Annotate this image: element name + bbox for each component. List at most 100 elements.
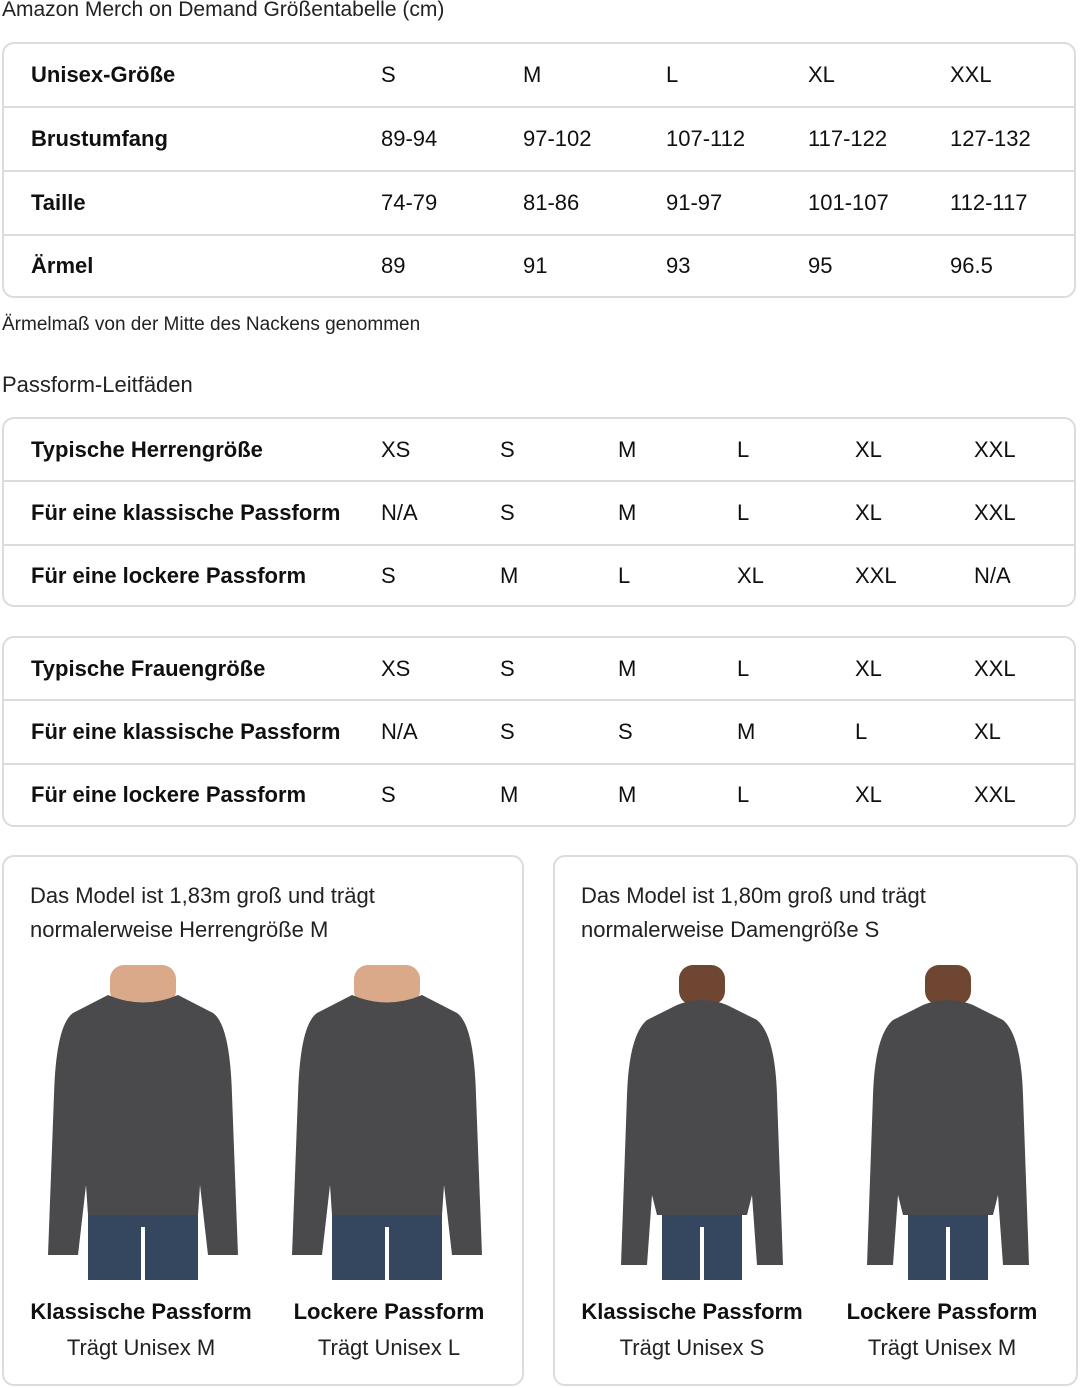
table-cell: M <box>618 782 637 807</box>
sweatshirt-model-image <box>867 965 1029 1280</box>
women-fit-table: Typische Frauengröße XS S M L XL XXL Für eine k… <box>2 636 1076 827</box>
table-cell: S <box>618 719 633 744</box>
table-cell: 91-97 <box>666 190 723 215</box>
table-cell: XL <box>855 655 882 681</box>
row-label: Für eine lockere Passform <box>31 562 307 588</box>
table-cell: XL <box>974 719 1001 744</box>
table-cell: XL <box>855 436 882 462</box>
table-cell: S <box>500 655 515 681</box>
table-cell: XXL <box>974 436 1016 462</box>
sweatshirt-model-image <box>48 965 238 1280</box>
table-cell: S <box>381 62 396 87</box>
table-cell: XXL <box>950 62 992 87</box>
fit-name: Lockere Passform <box>846 1299 1038 1324</box>
table-cell: S <box>500 719 515 744</box>
row-label: Brustumfang <box>31 126 168 151</box>
table-cell: 96.5 <box>950 253 993 278</box>
table-cell: XXL <box>974 655 1016 681</box>
unisex-size-table: Unisex-Größe S M L XL XXL Brustumfang 89-94 97-1… <box>2 42 1076 298</box>
table-cell: XL <box>737 562 764 588</box>
table-cell: M <box>500 782 519 807</box>
model-photo <box>48 965 238 1285</box>
table-header-row: Unisex-Größe S M L XL XXL <box>4 44 1074 106</box>
table-cell: 127-132 <box>950 126 1031 151</box>
table-cell: 74-79 <box>381 190 438 215</box>
table-cell: L <box>737 782 750 807</box>
table-cell: L <box>855 719 868 744</box>
caption-line: Das Model ist 1,80m groß und trägt <box>581 883 926 908</box>
table-cell: 95 <box>808 253 833 278</box>
table-row: Ärmel 89 91 93 95 96.5 <box>4 234 1074 296</box>
table-cell: 91 <box>523 253 548 278</box>
table-cell: L <box>618 562 631 588</box>
table-cell: XS <box>381 436 411 462</box>
caption-line: Das Model ist 1,83m groß und trägt <box>30 883 375 908</box>
table-cell: XL <box>855 500 882 525</box>
table-cell: XL <box>855 782 882 807</box>
table-cell: 117-122 <box>808 126 888 151</box>
row-label: Für eine klassische Passform <box>31 719 341 744</box>
model-photo <box>853 965 1043 1285</box>
sleeve-note: Ärmelmaß von der Mitte des Nackens genom… <box>2 314 421 335</box>
table-row: Für eine lockere Passform S M M L XL XXL <box>4 763 1074 825</box>
row-label: Typische Herrengröße <box>31 436 263 462</box>
table-header-row: Typische Herrengröße XS S M L XL XXL <box>4 419 1074 480</box>
table-cell: S <box>500 500 515 525</box>
fit-size: Trägt Unisex L <box>317 1335 461 1360</box>
table-cell: L <box>737 500 750 525</box>
table-cell: S <box>381 782 396 807</box>
table-cell: 89-94 <box>381 126 438 151</box>
table-cell: 81-86 <box>523 190 580 215</box>
table-cell: L <box>666 62 679 87</box>
table-row: Für eine klassische Passform N/A S S M L XL <box>4 699 1074 763</box>
table-cell: 93 <box>666 253 691 278</box>
table-cell: XXL <box>855 562 897 588</box>
fit-size: Trägt Unisex M <box>66 1335 216 1360</box>
table-header-row: Typische Frauengröße XS S M L XL XXL <box>4 638 1074 699</box>
men-fit-table: Typische Herrengröße XS S M L XL XXL Für eine k… <box>2 417 1076 607</box>
table-cell: 112-117 <box>950 190 1028 215</box>
table-cell: S <box>500 436 515 462</box>
caption-line: normalerweise Herrengröße M <box>30 917 329 942</box>
table-cell: XL <box>808 62 835 87</box>
row-label: Ärmel <box>31 253 94 278</box>
table-row: Taille 74-79 81-86 91-97 101-107 112-117 <box>4 170 1074 234</box>
fit-name: Lockere Passform <box>293 1299 485 1324</box>
row-label: Taille <box>31 190 86 215</box>
table-cell: XS <box>381 655 411 681</box>
table-cell: M <box>500 562 519 588</box>
table-cell: L <box>737 436 750 462</box>
row-label: Für eine lockere Passform <box>31 782 307 807</box>
table-cell: 97-102 <box>523 126 592 151</box>
row-label: Unisex-Größe <box>31 62 176 87</box>
fit-name: Klassische Passform <box>30 1299 252 1324</box>
table-cell: N/A <box>381 719 418 744</box>
women-model-card: Das Model ist 1,80m groß und trägt normal… <box>553 855 1078 1386</box>
row-label: Typische Frauengröße <box>31 655 266 681</box>
table-cell: 89 <box>381 253 406 278</box>
row-label: Für eine klassische Passform <box>31 500 341 525</box>
table-row: Brustumfang 89-94 97-102 107-112 117-122 127-… <box>4 106 1074 170</box>
table-cell: S <box>381 562 396 588</box>
table-cell: M <box>618 436 637 462</box>
fit-guide-title: Passform-Leitfäden <box>2 372 193 397</box>
fit-size: Trägt Unisex S <box>619 1335 765 1360</box>
page-title: Amazon Merch on Demand Größentabelle (cm… <box>2 0 445 21</box>
sweatshirt-model-image <box>621 965 783 1280</box>
table-cell: M <box>618 500 637 525</box>
fit-size: Trägt Unisex M <box>867 1335 1017 1360</box>
table-cell: 101-107 <box>808 190 889 215</box>
table-cell: L <box>737 655 750 681</box>
model-caption: Das Model ist 1,83m groß und trägt normal… <box>30 879 375 947</box>
caption-line: normalerweise Damengröße S <box>581 917 880 942</box>
table-row: Für eine lockere Passform S M L XL XXL N/A <box>4 544 1074 605</box>
model-photo <box>607 965 797 1285</box>
table-cell: N/A <box>381 500 418 525</box>
fit-name: Klassische Passform <box>581 1299 803 1324</box>
men-model-card: Das Model ist 1,83m groß und trägt normal… <box>2 855 524 1386</box>
table-cell: N/A <box>974 562 1011 588</box>
table-row: Für eine klassische Passform N/A S M L XL XXL <box>4 480 1074 544</box>
table-cell: XXL <box>974 500 1016 525</box>
model-caption: Das Model ist 1,80m groß und trägt normal… <box>581 879 926 947</box>
table-cell: M <box>618 655 637 681</box>
